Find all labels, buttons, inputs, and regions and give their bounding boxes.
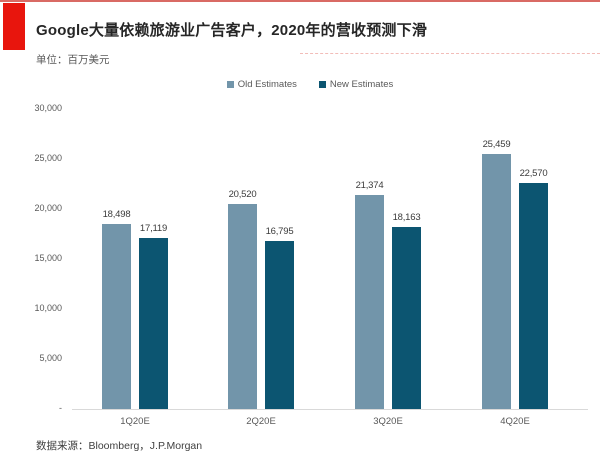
bar-value-label: 17,119: [139, 223, 168, 234]
top-accent-line: [0, 0, 600, 2]
legend-label: New Estimates: [329, 79, 394, 90]
y-axis-tick: -: [59, 403, 62, 413]
bar-value-label: 20,520: [228, 189, 257, 200]
red-accent-block: [3, 3, 25, 50]
bar-old-estimates-4q20e: [482, 154, 511, 409]
data-source: 数据来源：Bloomberg，J.P.Morgan: [36, 440, 203, 452]
bar-new-estimates-3q20e: [392, 227, 421, 409]
x-axis-tick-3q20e: 3Q20E: [373, 416, 403, 427]
bar-value-label: 21,374: [355, 180, 384, 191]
x-axis-line: [72, 409, 588, 410]
bar-value-label: 18,498: [102, 209, 131, 220]
bar-new-estimates-4q20e: [519, 183, 548, 409]
bar-new-estimates-2q20e: [265, 241, 294, 409]
y-axis-tick: 25,000: [34, 153, 62, 163]
legend-label: Old Estimates: [237, 79, 297, 90]
bar-old-estimates-1q20e: [102, 224, 131, 409]
bar-value-label: 18,163: [392, 212, 421, 223]
legend-item-new-estimates: New Estimates: [318, 79, 394, 90]
y-axis-tick: 15,000: [34, 253, 62, 263]
y-axis-tick: 10,000: [34, 303, 62, 313]
bar-old-estimates-3q20e: [355, 195, 384, 409]
legend: Old Estimates New Estimates: [0, 79, 600, 90]
x-axis-tick-4q20e: 4Q20E: [500, 416, 530, 427]
chart-title: Google大量依赖旅游业广告客户，2020年的营收预测下滑: [36, 22, 428, 39]
legend-swatch-icon: [226, 81, 234, 88]
y-axis-tick: 30,000: [34, 103, 62, 113]
bar-new-estimates-1q20e: [139, 238, 168, 409]
dashed-divider: [300, 53, 600, 54]
bar-value-label: 16,795: [265, 226, 294, 237]
x-axis-tick-1q20e: 1Q20E: [120, 416, 150, 427]
y-axis-tick: 20,000: [34, 203, 62, 213]
legend-item-old-estimates: Old Estimates: [226, 79, 297, 90]
y-axis-tick: 5,000: [39, 353, 62, 363]
bar-value-label: 25,459: [482, 139, 511, 150]
legend-swatch-icon: [318, 81, 326, 88]
unit-label: 单位：百万美元: [36, 54, 110, 66]
x-axis-tick-2q20e: 2Q20E: [246, 416, 276, 427]
bar-old-estimates-2q20e: [228, 204, 257, 409]
bar-value-label: 22,570: [519, 168, 548, 179]
